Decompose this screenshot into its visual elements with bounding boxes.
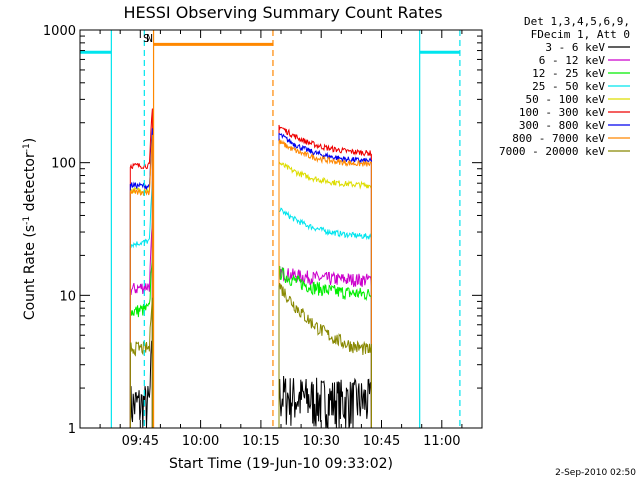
x-axis: 09:45 10:00 10:15 10:30 10:45 11:00: [99, 30, 463, 449]
series-line: [129, 340, 153, 429]
legend-entry: 100 - 300 keV: [519, 106, 605, 119]
y-label-part-1: Count Rate (s: [22, 225, 38, 320]
series-line: [129, 180, 153, 428]
series-line: [278, 265, 372, 428]
legend-entry: 6 - 12 keV: [539, 54, 606, 67]
series-line: [129, 128, 153, 428]
y-label-part-3: ): [22, 138, 38, 143]
y-tick-label: 1: [68, 422, 76, 437]
x-tick-label: 09:45: [122, 434, 159, 449]
series-line: [129, 256, 153, 428]
x-tick-label: 10:00: [182, 434, 219, 449]
series-line: [278, 161, 372, 428]
y-axis-label: Count Rate (s-1 detector-1): [22, 138, 38, 320]
x-tick-label: 10:30: [302, 434, 339, 449]
legend-header: Det 1,3,4,5,6,9,: [524, 15, 630, 28]
flag-letter: S: [143, 32, 150, 45]
y-axis: 1 10 100 1000: [43, 24, 482, 437]
series-line: [278, 124, 372, 428]
series-line: [278, 265, 372, 428]
series-layer: [129, 108, 372, 430]
y-tick-label: 1000: [43, 24, 76, 39]
series-line: [278, 133, 372, 428]
chart-title: HESSI Observing Summary Count Rates: [123, 3, 442, 22]
legend-entry: 50 - 100 keV: [526, 93, 606, 106]
series-line: [129, 108, 153, 428]
series-line: [278, 207, 372, 428]
x-tick-label: 10:15: [242, 434, 279, 449]
y-label-part-2: detector: [22, 152, 38, 216]
x-axis-label: Start Time (19-Jun-10 09:33:02): [169, 456, 393, 472]
footer-timestamp: 2-Sep-2010 02:50: [555, 468, 636, 478]
legend: Det 1,3,4,5,6,9,FDecim 1, Att 03 - 6 keV…: [499, 15, 630, 158]
series-line: [129, 134, 153, 428]
legend-entry: 300 - 800 keV: [519, 119, 605, 132]
series-line: [278, 282, 372, 428]
x-tick-label: 11:00: [423, 434, 460, 449]
y-tick-label: 100: [51, 157, 76, 172]
series-line: [129, 297, 153, 428]
legend-header: FDecim 1, Att 0: [531, 28, 630, 41]
x-tick-label: 10:45: [363, 434, 400, 449]
y-label-sup-2: -1: [22, 143, 32, 152]
legend-entry: 3 - 6 keV: [545, 41, 605, 54]
legend-entry: 12 - 25 keV: [532, 67, 605, 80]
y-tick-label: 10: [59, 289, 76, 304]
y-label-sup-1: -1: [22, 216, 32, 225]
legend-entry: 7000 - 20000 keV: [499, 145, 605, 158]
series-line: [278, 138, 372, 428]
legend-entry: 25 - 50 keV: [532, 80, 605, 93]
flag-layer: SN: [80, 30, 461, 428]
series-line: [129, 222, 153, 428]
legend-entry: 800 - 7000 keV: [512, 132, 605, 145]
series-line: [278, 375, 372, 430]
flag-letter: N: [146, 32, 153, 45]
